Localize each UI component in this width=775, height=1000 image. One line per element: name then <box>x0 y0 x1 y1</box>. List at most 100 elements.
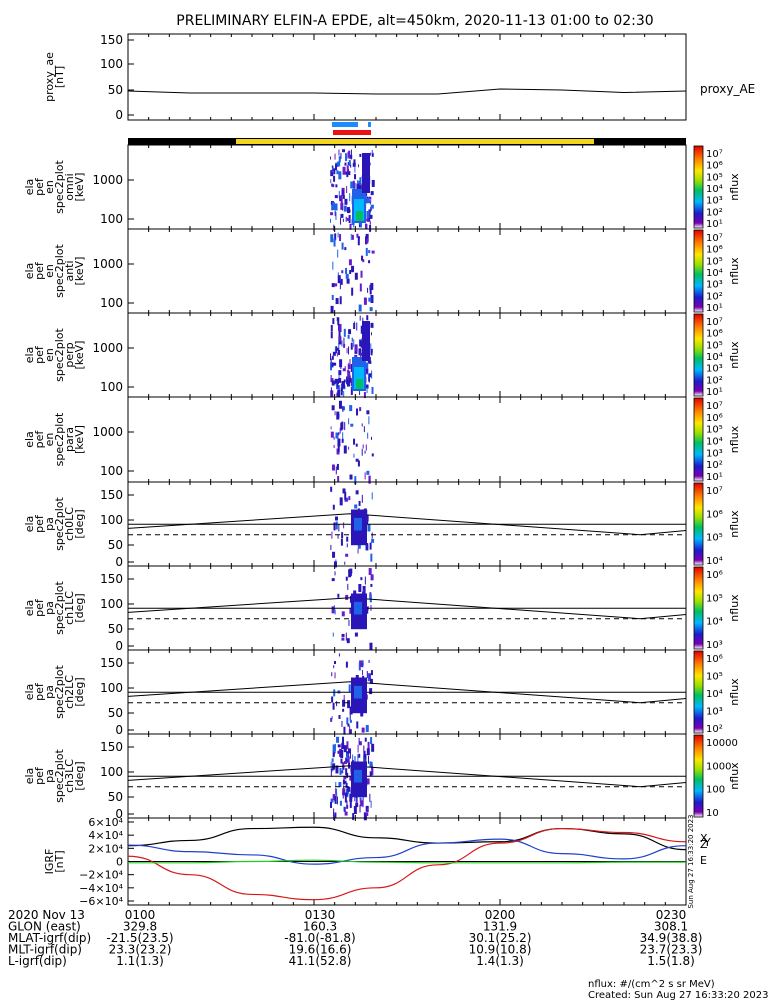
spectrogram-pixel <box>342 708 345 712</box>
spectrogram-pixel <box>365 384 369 389</box>
spectrogram-pixel <box>366 210 370 218</box>
colorbar-tick-label: 10⁶ <box>706 509 723 520</box>
y-axis-label: ela <box>23 684 36 701</box>
spectrogram-pixel <box>350 164 352 168</box>
y-axis-label: [deg] <box>73 593 86 622</box>
spectrogram-pixel <box>355 443 358 447</box>
spectrogram-pixel <box>331 696 334 703</box>
spectrogram-pixel <box>338 191 340 199</box>
spectrogram-pixel <box>338 385 340 390</box>
footer-value: 0130 <box>305 908 336 922</box>
spectrogram-pixel <box>361 423 363 427</box>
y-tick-label: 1000 <box>92 173 123 187</box>
y-tick-label: 50 <box>108 706 123 720</box>
spectrogram-pixel <box>354 769 362 783</box>
spectrogram-pixel <box>360 221 363 228</box>
colorbar <box>693 566 704 650</box>
spectrogram-pixel <box>338 324 342 333</box>
spectrogram-pixel <box>353 590 357 595</box>
spectrogram-pixel <box>360 340 363 348</box>
colorbar-tick-label: 10⁷ <box>706 149 723 160</box>
spectrogram-pixel <box>339 497 343 506</box>
spectrogram-pixel <box>333 561 337 568</box>
y-axis-label: spec2plot <box>53 244 66 298</box>
panel-frame <box>127 33 687 121</box>
y-axis-label: [keV] <box>73 425 86 454</box>
y-axis-label: [nT] <box>53 66 66 88</box>
y-axis-label: ch0LC <box>63 507 76 541</box>
spectrogram-pixel <box>371 532 373 539</box>
y-axis-label: ch2LC <box>63 675 76 709</box>
spectrogram-pixel <box>333 436 335 440</box>
spectrogram-pixel <box>335 516 339 521</box>
spectrogram-pixel <box>363 297 367 305</box>
colorbar-tick-label: 10⁴ <box>706 437 723 448</box>
spectrogram-pixel <box>348 150 351 158</box>
spectrogram-pixel <box>370 553 373 562</box>
panel-frame <box>127 312 687 398</box>
footer-row-label: GLON (east) <box>8 920 81 934</box>
spectrogram-pixel <box>344 792 348 797</box>
spectrogram-pixel <box>360 352 362 357</box>
y-tick-label: 50 <box>108 538 123 552</box>
spectrogram-pixel <box>342 368 346 372</box>
spectrogram-pixel <box>361 255 364 261</box>
igrf-line-e <box>127 859 686 864</box>
spectrogram-pixel <box>344 162 347 166</box>
spectrogram-pixel <box>342 194 345 199</box>
science-zone-blue <box>368 122 371 127</box>
spectrogram-pixel <box>370 761 373 767</box>
spectrogram-pixel <box>330 324 333 331</box>
spectrogram-pixel <box>352 754 354 762</box>
spectrogram-pixel <box>331 606 335 614</box>
spectrogram-pixel <box>349 750 351 759</box>
spectrogram-pixel <box>339 800 342 806</box>
spectrogram-pixel <box>360 325 363 334</box>
spectrogram-pixel <box>349 800 352 808</box>
spectrogram-pixel <box>330 431 334 438</box>
spectrogram-pixel <box>345 553 349 557</box>
spectrogram-pixel <box>339 281 341 290</box>
footer-value: 41.1(52.8) <box>289 954 352 968</box>
footer-value: 34.9(38.8) <box>640 931 703 945</box>
spectrogram-pixel <box>330 362 333 371</box>
spectrogram-pixel <box>367 373 369 382</box>
spectrogram-pixel <box>335 211 337 220</box>
spectrogram-pixel <box>368 373 372 378</box>
spectrogram-pixel <box>371 149 373 154</box>
spectrogram-pixel <box>338 653 340 657</box>
spectrogram-pixel <box>330 486 333 492</box>
spectrogram-pixel <box>330 179 332 184</box>
y-tick-label: 1000 <box>92 341 123 355</box>
spectrogram-pixel <box>369 221 371 225</box>
spectrogram-pixel <box>346 772 349 778</box>
colorbar <box>693 397 704 482</box>
spectrogram-pixel <box>336 796 338 805</box>
spectrogram-pixel <box>338 400 342 409</box>
spectrogram-pixel <box>337 272 339 276</box>
colorbar-tick-label: 10⁶ <box>706 329 723 340</box>
spectrogram-pixel <box>355 803 359 808</box>
y-axis-label: ch1LC <box>63 591 76 625</box>
y-tick-label: 100 <box>100 57 123 71</box>
spectrogram-pixel <box>343 205 347 212</box>
figure-title: PRELIMINARY ELFIN-A EPDE, alt=450km, 202… <box>176 13 653 29</box>
spectrogram-pixel <box>365 369 369 373</box>
spectrogram-pixel <box>335 162 339 167</box>
spectrogram-pixel <box>358 183 362 191</box>
y-tick-label: 150 <box>100 572 123 586</box>
colorbar-tick-label: 10⁵ <box>706 256 723 267</box>
spectrogram-pixel <box>336 736 340 743</box>
y-axis-label: [deg] <box>73 677 86 706</box>
spectrogram-pixel <box>338 432 340 436</box>
panel-frame <box>127 144 687 230</box>
footer-value: 329.8 <box>123 920 157 934</box>
spectrogram-pixel <box>343 806 346 812</box>
spectrogram-pixel <box>368 260 371 264</box>
spectrogram-pixel <box>359 283 362 292</box>
spectrogram-pixel <box>336 701 338 707</box>
spectrogram-pixel <box>366 387 368 394</box>
y-axis-label: spec2plot <box>53 581 66 635</box>
spectrogram-pixel <box>349 269 352 274</box>
spectrogram-pixel <box>333 522 336 531</box>
